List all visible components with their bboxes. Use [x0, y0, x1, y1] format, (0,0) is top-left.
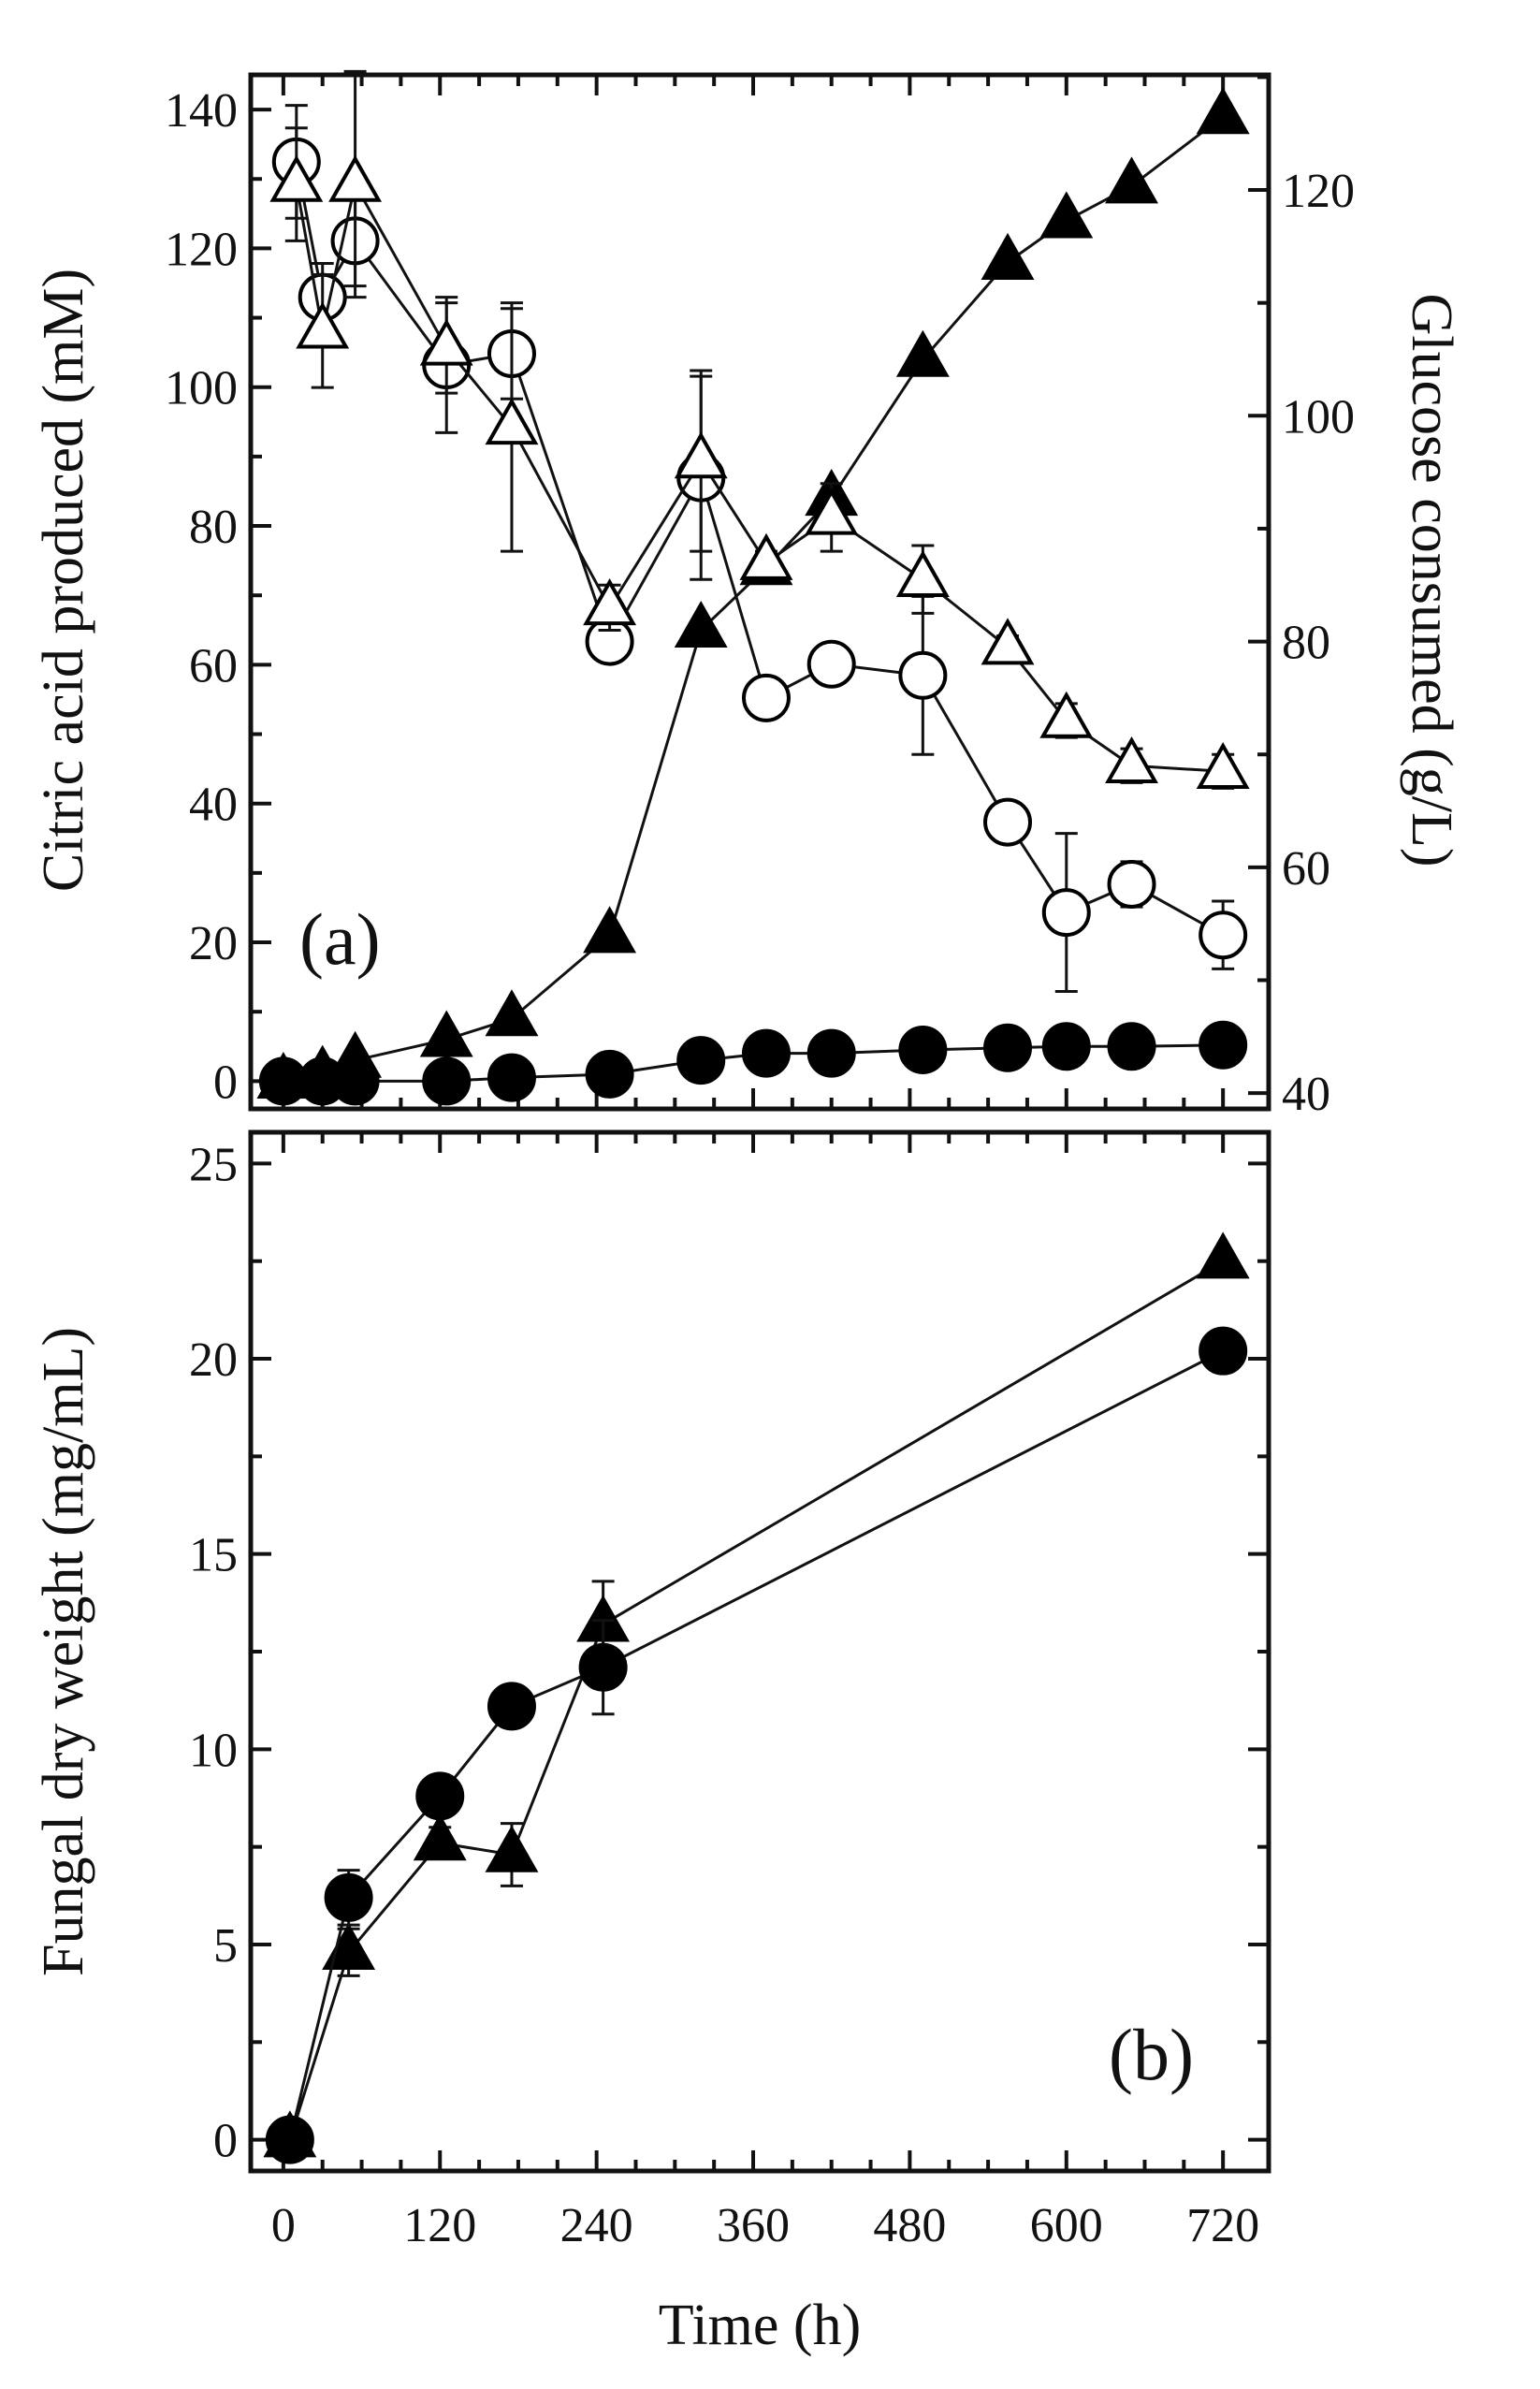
citric-acid-filled-circle-point	[1107, 1022, 1156, 1071]
glucose-open-circle-point	[1199, 910, 1248, 960]
dry-weight-filled-triangle-point	[485, 1825, 539, 1872]
dry-weight-ytick-label: 10	[189, 1724, 238, 1777]
dry-weight-filled-circle-point	[415, 1771, 465, 1821]
glucose-ytick-label: 40	[1282, 1068, 1330, 1121]
glucose-open-triangle-point	[1105, 736, 1158, 783]
glucose-open-triangle-point	[674, 431, 728, 479]
dry-weight-ytick-label: 15	[189, 1529, 238, 1582]
citric-acid-filled-circle-point	[898, 1025, 948, 1074]
citric-acid-filled-triangle-point	[419, 1010, 473, 1057]
citric-acid-filled-circle-point	[983, 1023, 1033, 1072]
dry-weight-filled-triangle-line	[288, 1260, 1224, 2141]
citric-acid-filled-circle-point	[330, 1056, 380, 1106]
citric-acid-filled-circle-point	[1199, 1020, 1248, 1070]
x-tick-label: 360	[717, 2199, 790, 2252]
glucose-axis-title: Glucose consumed (g/L)	[1400, 294, 1463, 867]
dry-weight-filled-circle-point	[265, 2115, 314, 2164]
citric-acid-axis-title: Citric acid produced (mM)	[32, 269, 95, 892]
panel-a: 0 20 40 60 80 100 120 140 40 60 80 100 120 (a) Citri…	[32, 69, 1463, 1121]
citric-acid-filled-triangle-point	[1039, 191, 1094, 239]
citric-acid-ytick-label: 80	[189, 501, 238, 554]
dry-weight-ytick-label: 25	[189, 1138, 238, 1191]
citric-acid-ytick-label: 0	[213, 1056, 238, 1109]
glucose-open-triangle-point	[1196, 741, 1250, 790]
dry-weight-axis-title: Fungal dry weight (mg/mL)	[32, 1327, 95, 1976]
citric-acid-filled-triangle-point	[1105, 156, 1158, 204]
citric-acid-filled-triangle-point	[674, 600, 728, 648]
citric-acid-filled-triangle-point	[485, 989, 539, 1037]
glucose-ytick-label: 80	[1282, 617, 1330, 670]
glucose-ytick-label: 60	[1282, 842, 1330, 896]
dry-weight-filled-triangle-point	[1196, 1231, 1250, 1279]
panel-b-series	[263, 1231, 1250, 2164]
glucose-open-triangle-point	[739, 532, 793, 580]
glucose-open-circle-point	[741, 673, 791, 722]
dry-weight-filled-circle-point	[487, 1682, 536, 1731]
dry-weight-filled-triangle-point	[413, 1814, 467, 1861]
panel-a-series	[256, 69, 1250, 1106]
x-tick-labels: 0 120 240 360 480 600 720	[271, 2199, 1259, 2252]
glucose-open-triangle-point	[981, 618, 1035, 665]
panel-a-frame	[248, 72, 1271, 1112]
citric-acid-filled-triangle-point	[981, 232, 1035, 280]
dry-weight-ytick-label: 0	[213, 2115, 238, 2168]
citric-acid-filled-circle-point	[741, 1028, 791, 1078]
glucose-open-circle-point	[1041, 888, 1091, 938]
glucose-open-triangle-point	[805, 488, 859, 535]
glucose-open-triangle-point	[583, 578, 637, 626]
x-axis-title: Time (h)	[659, 2294, 861, 2357]
panel-b-ticks: 0 5 10 15 20 25	[189, 1132, 1269, 2171]
citric-acid-ytick-label: 60	[189, 639, 238, 692]
citric-acid-filled-triangle-point	[583, 906, 637, 954]
citric-acid-filled-triangle-point	[895, 329, 950, 377]
glucose-open-triangle-point	[1039, 691, 1094, 738]
citric-acid-ytick-label: 40	[189, 779, 238, 832]
glucose-open-triangle-line	[295, 180, 1224, 773]
glucose-open-circle-point	[1107, 859, 1156, 909]
glucose-open-triangle-point	[269, 154, 324, 202]
dry-weight-filled-circle-line	[288, 1349, 1224, 2140]
panel-b-label: (b)	[1109, 2014, 1194, 2095]
glucose-open-circle-point	[806, 639, 856, 689]
glucose-open-triangle-point	[296, 301, 350, 349]
dry-weight-ytick-label: 20	[189, 1333, 238, 1387]
x-tick-label: 600	[1030, 2199, 1103, 2252]
citric-acid-filled-triangle-line	[283, 115, 1225, 1083]
citric-acid-ytick-label: 100	[165, 362, 238, 415]
x-tick-label: 480	[873, 2199, 946, 2252]
glucose-open-triangle-point	[485, 398, 539, 445]
glucose-open-circle-point	[983, 797, 1033, 847]
x-tick-label: 0	[271, 2199, 296, 2252]
dry-weight-ytick-label: 5	[213, 1919, 238, 1973]
x-tick-label: 720	[1186, 2199, 1259, 2252]
citric-acid-filled-circle-point	[806, 1028, 856, 1078]
glucose-open-triangle-point	[895, 549, 950, 597]
glucose-ytick-label: 120	[1282, 165, 1355, 218]
x-tick-label: 120	[403, 2199, 476, 2252]
glucose-open-circle-point	[898, 650, 948, 700]
glucose-ytick-label: 100	[1282, 390, 1355, 444]
glucose-open-triangle-point	[328, 154, 383, 202]
glucose-open-triangle-point	[419, 318, 473, 366]
citric-acid-ytick-label: 120	[165, 223, 238, 276]
citric-acid-filled-circle-point	[585, 1049, 634, 1099]
panel-a-ticks: 0 20 40 60 80 100 120 140 40 60 80 100 120	[165, 75, 1355, 1121]
dry-weight-filled-circle-point	[578, 1642, 628, 1692]
citric-acid-filled-circle-point	[487, 1053, 536, 1102]
dry-weight-filled-circle-point	[1199, 1326, 1248, 1376]
citric-acid-ytick-label: 140	[165, 84, 238, 138]
x-tick-label: 240	[560, 2199, 633, 2252]
citric-acid-filled-circle-point	[422, 1056, 472, 1106]
panel-b: 0 5 10 15 20 25 (b) Fungal dry weight (mg/mL)	[32, 1129, 1271, 2174]
citric-acid-filled-circle-point	[676, 1036, 726, 1085]
citric-acid-filled-triangle-point	[1196, 87, 1250, 135]
citric-acid-filled-circle-point	[1041, 1022, 1091, 1071]
panel-a-label: (a)	[299, 898, 381, 980]
dry-weight-filled-circle-point	[324, 1872, 373, 1922]
citric-acid-ytick-label: 20	[189, 917, 238, 970]
